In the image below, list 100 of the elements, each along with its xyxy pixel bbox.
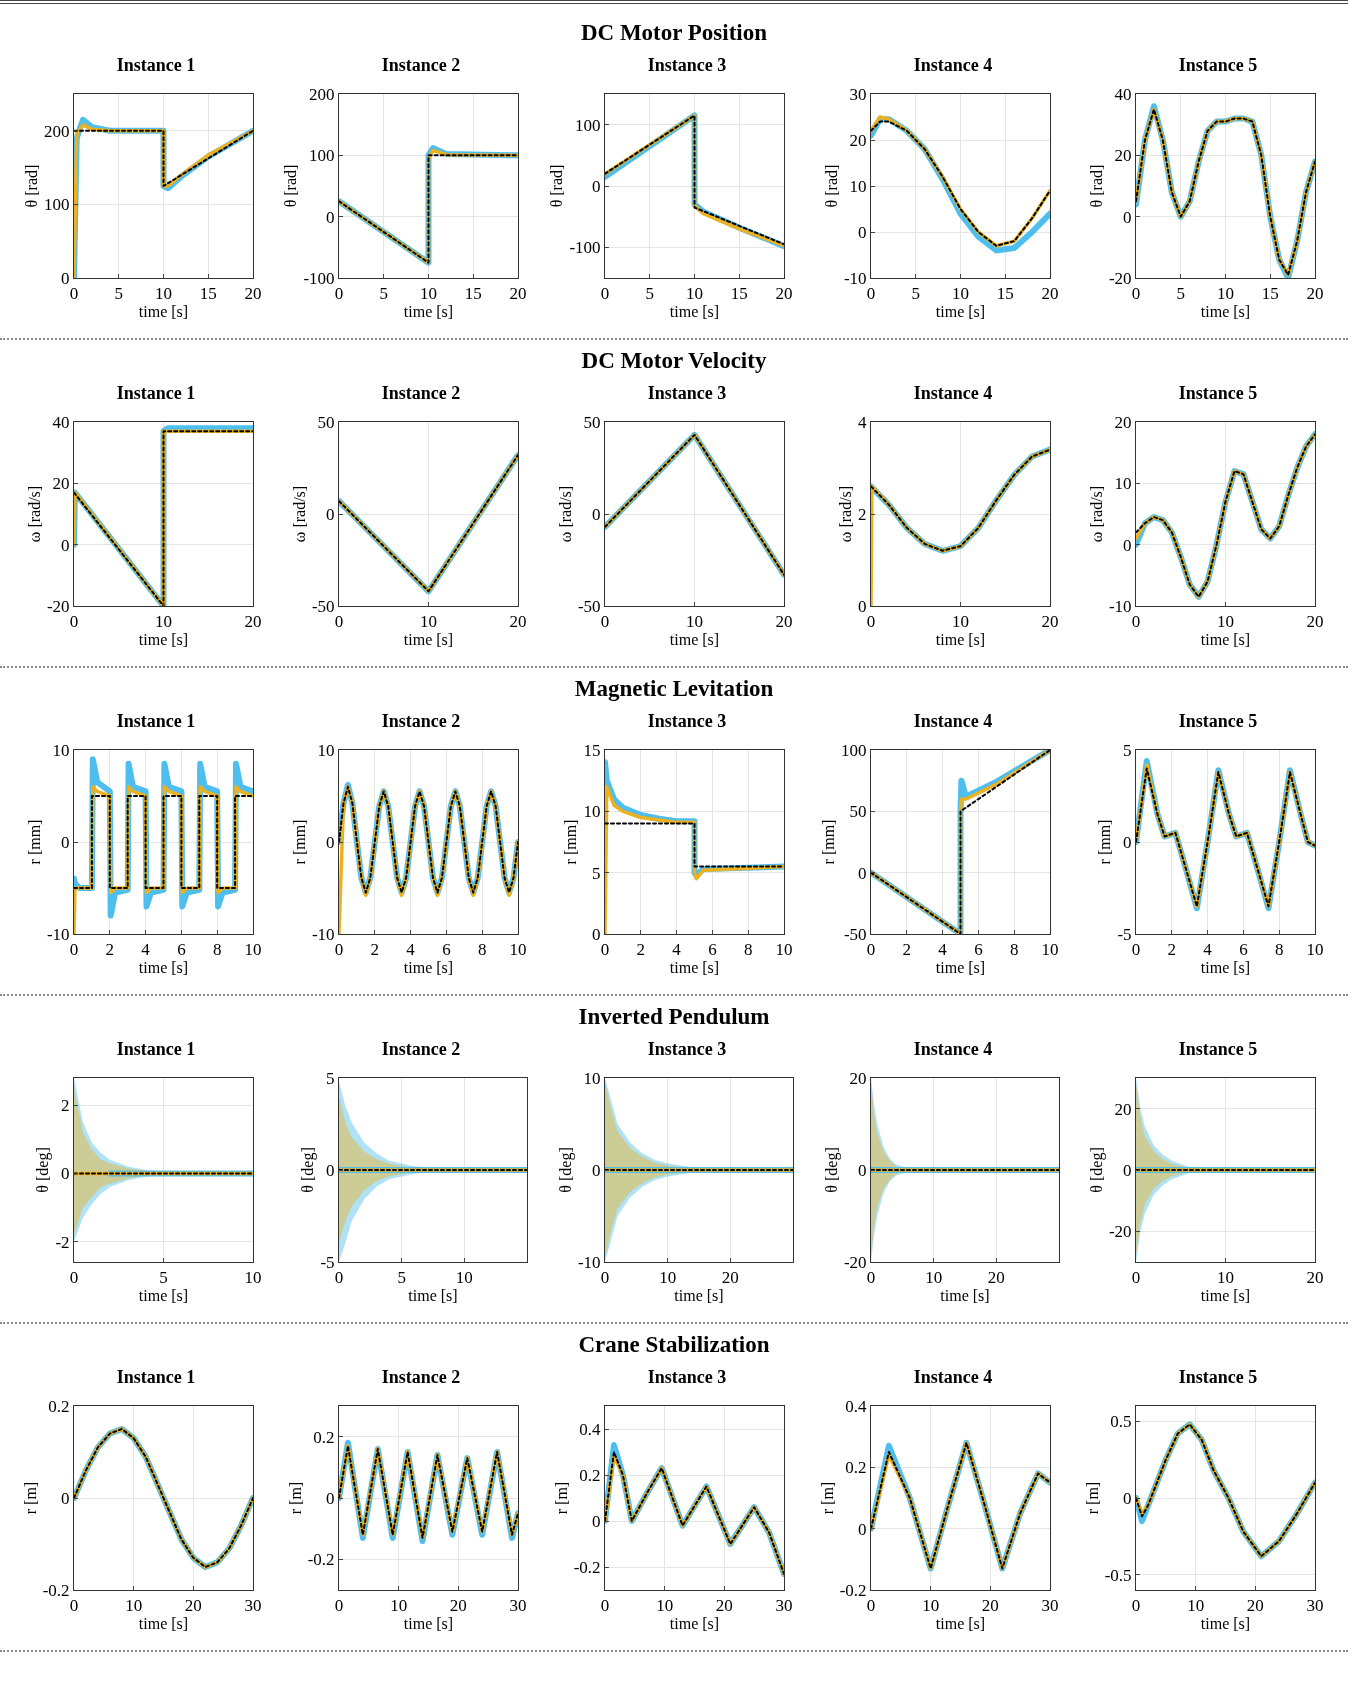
x-tick-label: 20 [775, 284, 793, 304]
y-tick-label: 0 [60, 1164, 70, 1184]
y-tick-label: 10 [583, 802, 601, 822]
y-tick-label: 0 [592, 504, 601, 524]
chart-title: Instance 3 [647, 383, 727, 404]
y-tick-label: 10 [317, 740, 335, 760]
x-tick-label: 15 [465, 284, 483, 304]
chart-title: Instance 1 [116, 711, 196, 732]
chart-title: Instance 3 [647, 711, 727, 732]
y-tick-label: -10 [843, 268, 867, 288]
x-tick-label: 15 [730, 284, 748, 304]
x-axis-title: time [s] [408, 1287, 459, 1305]
y-axis-title: ω [rad/s] [25, 485, 43, 543]
y-tick-label: 0 [592, 1160, 601, 1180]
y-tick-label: 5 [592, 863, 601, 883]
y-tick-label: 0.5 [1110, 1412, 1132, 1432]
x-tick-label: 10 [951, 612, 969, 632]
x-tick-label: 2 [636, 940, 646, 960]
y-tick-label: 0 [857, 222, 867, 242]
y-tick-label: 4 [857, 412, 867, 432]
y-tick-label: 0.2 [844, 1458, 867, 1478]
y-tick-label: 0 [857, 863, 867, 883]
x-tick-label: 20 [1306, 612, 1324, 632]
y-tick-label: 10 [849, 176, 867, 196]
x-tick-label: 6 [442, 940, 452, 960]
x-tick-label: 10 [154, 284, 172, 304]
x-tick-label: 30 [509, 1596, 527, 1616]
y-axis-title: θ [rad] [282, 164, 300, 208]
x-axis-title: time [s] [935, 959, 985, 977]
y-tick-label: 2 [60, 1096, 70, 1116]
y-tick-label: 0 [592, 1511, 601, 1531]
x-axis-title: time [s] [138, 959, 188, 977]
y-tick-label: 0 [326, 1160, 335, 1180]
x-tick-label: 20 [184, 1596, 202, 1616]
chart-title: Instance 2 [382, 711, 461, 732]
chart-title: Instance 4 [913, 383, 992, 404]
x-tick-label: 5 [911, 284, 920, 304]
x-axis-title: time [s] [935, 303, 985, 321]
chart-title: Instance 3 [647, 1367, 727, 1388]
y-axis-title: r [m] [552, 1481, 570, 1515]
y-tick-label: 0 [326, 1488, 335, 1508]
y-tick-label: 0 [857, 596, 867, 616]
chart-title: Instance 5 [1179, 55, 1258, 76]
chart-title: Instance 2 [382, 1039, 461, 1060]
chart-title: Instance 3 [647, 1039, 727, 1060]
x-tick-label: 10 [951, 284, 969, 304]
x-tick-label: 10 [656, 1596, 674, 1616]
y-axis-title: ω [rad/s] [836, 485, 854, 543]
y-axis-title: r [mm] [291, 819, 309, 865]
chart-title: Instance 1 [116, 55, 196, 76]
x-tick-label: 30 [775, 1596, 793, 1616]
y-tick-label: 30 [849, 84, 867, 104]
y-tick-label: 0 [1123, 535, 1132, 555]
y-axis-title: θ [rad] [22, 164, 40, 208]
text: DC Motor Position [579, 19, 769, 47]
y-tick-label: 2 [857, 504, 867, 524]
y-tick-label: 0 [1123, 1160, 1132, 1180]
x-axis-title: time [s] [138, 303, 188, 321]
chart-title: Instance 5 [1179, 711, 1258, 732]
x-tick-label: 30 [244, 1596, 262, 1616]
x-axis-title: time [s] [1201, 1287, 1251, 1305]
x-tick-label: 20 [244, 612, 262, 632]
x-tick-label: 4 [1203, 940, 1213, 960]
y-tick-label: -10 [46, 924, 70, 944]
y-axis-title: r [mm] [819, 819, 837, 865]
y-tick-label: 0 [857, 1160, 867, 1180]
chart-title: Instance 4 [913, 711, 992, 732]
y-tick-label: 10 [52, 740, 70, 760]
y-tick-label: 20 [849, 130, 867, 150]
y-tick-label: 0 [60, 268, 70, 288]
x-tick-label: 20 [244, 284, 262, 304]
y-tick-label: 0 [1123, 1488, 1132, 1508]
y-tick-label: -50 [312, 596, 335, 616]
y-axis-title: r [mm] [1096, 819, 1114, 865]
x-tick-label: 15 [996, 284, 1014, 304]
y-tick-label: -0.2 [839, 1580, 867, 1600]
y-tick-label: -2 [55, 1232, 70, 1252]
y-tick-label: 0 [1123, 207, 1132, 227]
y-tick-label: 20 [1114, 1099, 1132, 1119]
y-tick-label: 5 [1123, 740, 1132, 760]
x-tick-label: 20 [509, 284, 527, 304]
x-tick-label: 4 [672, 940, 682, 960]
y-tick-label: -100 [569, 238, 601, 258]
y-tick-label: -50 [577, 596, 601, 616]
y-tick-label: -10 [312, 924, 335, 944]
y-tick-label: 20 [1114, 146, 1132, 166]
x-axis-title: time [s] [138, 1615, 188, 1633]
x-tick-label: 4 [406, 940, 416, 960]
chart-title: Instance 2 [382, 383, 461, 404]
x-tick-label: 10 [420, 284, 438, 304]
x-tick-label: 10 [456, 1268, 474, 1288]
x-tick-label: 20 [1041, 284, 1059, 304]
y-tick-label: -0.5 [1104, 1565, 1132, 1585]
y-tick-label: 0.2 [48, 1396, 70, 1416]
x-axis-title: time [s] [935, 1615, 985, 1633]
x-tick-label: 8 [478, 940, 487, 960]
x-tick-label: 2 [902, 940, 911, 960]
x-axis-title: time [s] [935, 631, 985, 649]
x-tick-label: 6 [708, 940, 717, 960]
x-axis-title: time [s] [669, 631, 720, 649]
